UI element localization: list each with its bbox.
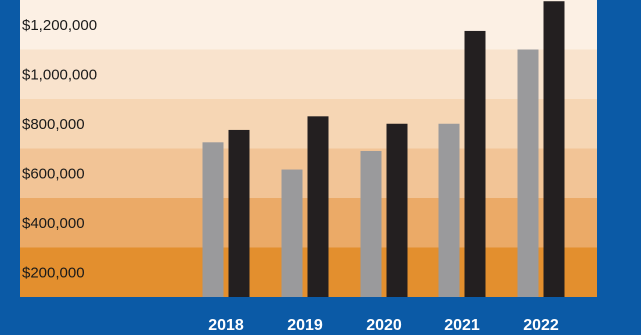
- bar-2022-series-1: [517, 49, 539, 297]
- x-category-label: 2021: [444, 317, 480, 334]
- bar-2019-series-2: [307, 116, 329, 297]
- bar-2021-series-2: [464, 30, 486, 297]
- y-axis-tick-labels: $200,000 $400,000 $600,000 $800,000 $1,000,0…: [22, 17, 97, 282]
- y-tick-label: $1,200,000: [22, 17, 97, 34]
- y-tick-label: $1,000,000: [22, 67, 97, 84]
- bars: [202, 1, 565, 298]
- bar-2019-series-1: [281, 169, 303, 297]
- bar-2020-series-2: [386, 123, 408, 297]
- bar-2022-series-2: [543, 1, 565, 298]
- x-category-label: 2019: [287, 317, 323, 334]
- background-bands: [20, 0, 597, 297]
- x-category-label: 2020: [366, 317, 402, 334]
- y-tick-label: $400,000: [22, 215, 85, 232]
- x-category-label: 2022: [523, 317, 559, 334]
- bar-2018-series-1: [202, 142, 224, 297]
- y-tick-label: $800,000: [22, 116, 85, 133]
- bar-2021-series-1: [438, 123, 460, 297]
- band-6: [20, 0, 597, 50]
- y-tick-label: $600,000: [22, 166, 85, 183]
- x-category-label: 2018: [208, 317, 244, 334]
- bar-2018-series-2: [228, 129, 250, 297]
- x-axis-category-labels: 2018 2019 2020 2021 2022: [208, 317, 559, 334]
- y-tick-label: $200,000: [22, 265, 85, 282]
- bar-2020-series-1: [360, 150, 382, 297]
- band-5: [20, 49, 597, 99]
